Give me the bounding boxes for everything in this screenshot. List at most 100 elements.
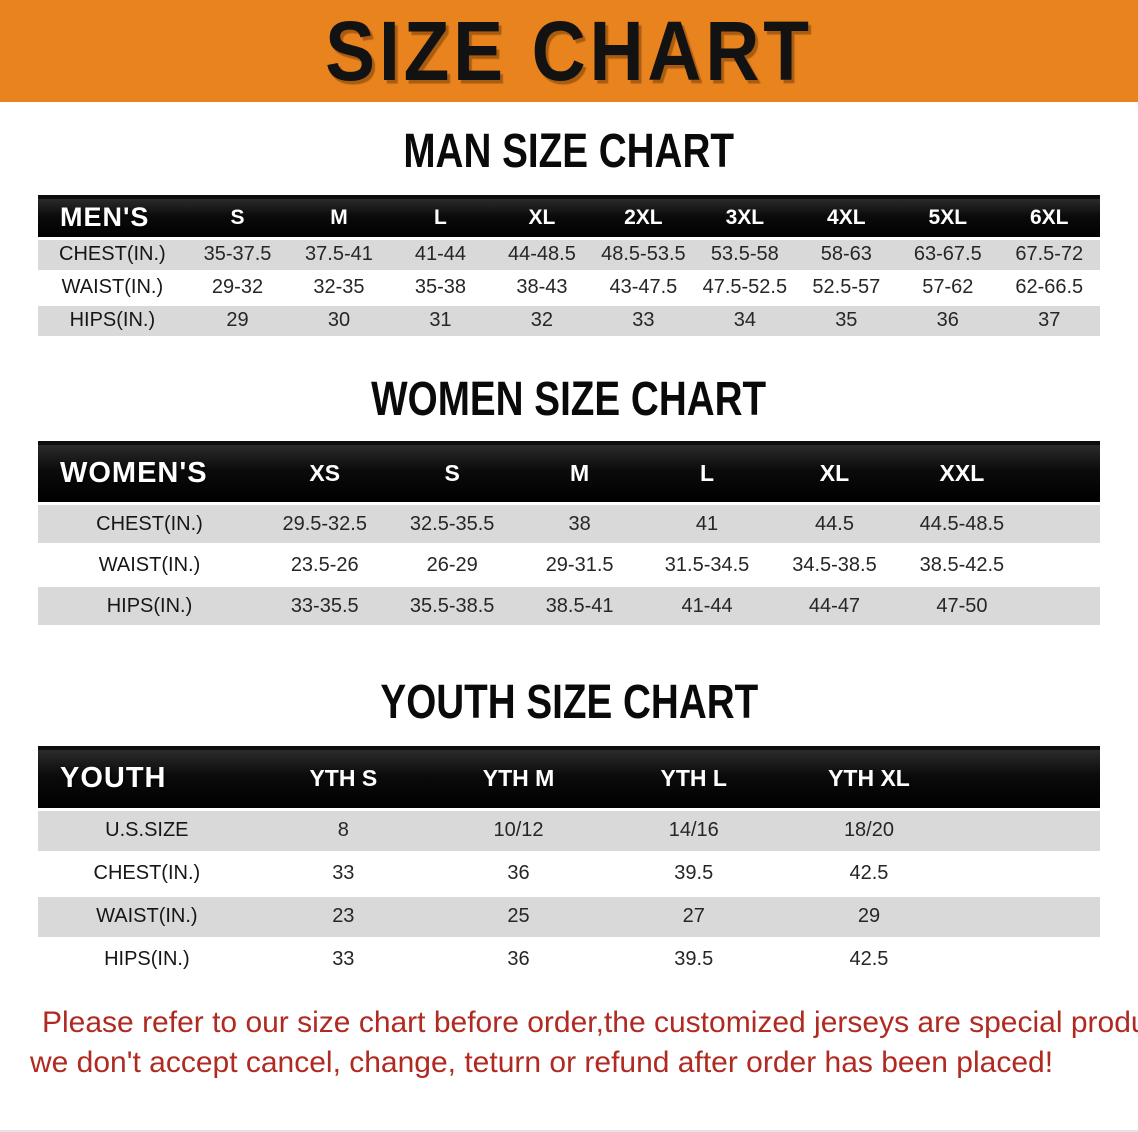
measurement-row: WAIST(IN.) 23 25 27 29 <box>38 895 1100 938</box>
row-label: HIPS(IN.) <box>104 948 190 970</box>
row-filler <box>1026 586 1100 627</box>
size-column-header: S <box>186 197 289 240</box>
measurement-row: WAIST(IN.) 23.5-26 26-29 29-31.5 31.5-34.5 34… <box>38 544 1100 586</box>
row-filler <box>1026 545 1100 586</box>
size-column-header: XS <box>261 442 389 505</box>
size-column-header: YTH S <box>255 748 431 811</box>
size-value: 53.5-58 <box>710 243 779 265</box>
size-value: 38 <box>568 512 591 535</box>
size-value: 32.5-35.5 <box>409 512 495 535</box>
row-label: WAIST(IN.) <box>61 276 164 298</box>
size-column-header: 5XL <box>897 197 999 240</box>
size-value: 39.5 <box>674 948 714 970</box>
size-value: 29.5-32.5 <box>282 512 367 535</box>
row-filler <box>957 852 1100 895</box>
measurement-row: HIPS(IN.) 29 30 31 32 33 34 35 36 37 <box>38 304 1100 337</box>
size-value: 37.5-41 <box>305 243 373 265</box>
size-value: 48.5-53.5 <box>601 243 686 265</box>
youth-size-table: YOUTH YTH S YTH M YTH L YTH XL U.S.SIZE 8 10/12… <box>38 746 1100 983</box>
measurement-row: WAIST(IN.) 29-32 32-35 35-38 38-43 43-47.5 47.… <box>38 271 1100 304</box>
measurement-row: CHEST(IN.) 29.5-32.5 32.5-35.5 38 41 44.5 44.5… <box>38 503 1100 545</box>
header-row: WOMEN'S XS S M L XL XXL <box>38 442 1100 505</box>
size-value: 34 <box>733 309 756 331</box>
size-column-header: XXL <box>898 442 1026 505</box>
row-label: U.S.SIZE <box>105 819 189 841</box>
disclaimer-line-1: Please refer to our size chart before or… <box>42 1005 1138 1039</box>
size-value: 67.5-72 <box>1015 243 1084 265</box>
size-value: 38.5-42.5 <box>919 553 1005 576</box>
row-label: CHEST(IN.) <box>96 512 203 535</box>
size-column-header: S <box>388 442 516 505</box>
table-corner-label: YOUTH <box>38 748 256 811</box>
men-section-heading-text: MAN SIZE CHART <box>403 123 735 178</box>
size-value: 33-35.5 <box>290 594 359 617</box>
size-value: 31 <box>429 309 452 331</box>
row-filler <box>957 895 1100 938</box>
measurement-row: HIPS(IN.) 33-35.5 35.5-38.5 38.5-41 41-44 44-… <box>38 585 1100 627</box>
banner: SIZE CHART <box>0 0 1138 102</box>
size-value: 29-32 <box>211 276 264 298</box>
size-value: 52.5-57 <box>812 276 881 298</box>
size-value: 18/20 <box>843 819 894 841</box>
size-column-header: YTH M <box>430 748 607 811</box>
size-value: 23.5-26 <box>290 553 359 576</box>
size-value: 33 <box>332 862 355 884</box>
table-corner-label: MEN'S <box>38 197 187 240</box>
measurement-row: HIPS(IN.) 33 36 39.5 42.5 <box>38 938 1100 981</box>
header-filler <box>1025 442 1100 505</box>
size-value: 14/16 <box>668 819 719 841</box>
size-column-header: YTH XL <box>781 748 957 811</box>
size-value: 34.5-38.5 <box>792 553 877 576</box>
size-value: 32 <box>530 309 554 331</box>
men-section-heading: MAN SIZE CHART <box>0 124 1138 178</box>
size-value: 42.5 <box>849 948 889 970</box>
row-label: WAIST(IN.) <box>98 553 201 576</box>
women-size-table: WOMEN'S XS S M L XL XXL CHEST(IN.) 29.5-32.5 32.5… <box>38 440 1100 629</box>
size-value: 38-43 <box>516 276 568 298</box>
banner-title: SIZE CHART <box>325 2 813 98</box>
size-column-header: M <box>515 442 644 505</box>
size-value: 27 <box>682 905 705 927</box>
size-column-header: L <box>389 197 492 240</box>
size-value: 47-50 <box>936 594 988 617</box>
youth-section-heading-text: YOUTH SIZE CHART <box>380 674 758 729</box>
disclaimer: Please refer to our size chart before or… <box>0 1003 1138 1083</box>
size-column-header: XL <box>770 442 899 505</box>
size-column-header: 3XL <box>694 197 796 240</box>
table-corner-label: WOMEN'S <box>38 442 262 505</box>
youth-section-heading: YOUTH SIZE CHART <box>0 675 1138 729</box>
size-value: 8 <box>337 819 349 841</box>
header-row: YOUTH YTH S YTH M YTH L YTH XL <box>38 748 1100 811</box>
size-value: 47.5-52.5 <box>702 276 788 298</box>
row-label: HIPS(IN.) <box>106 594 193 617</box>
size-column-header: XL <box>491 197 593 240</box>
size-column-header: M <box>288 197 390 240</box>
size-value: 23 <box>332 905 355 927</box>
size-value: 57-62 <box>922 276 974 298</box>
measurement-row: CHEST(IN.) 33 36 39.5 42.5 <box>38 852 1100 895</box>
size-value: 58-63 <box>820 243 872 265</box>
size-value: 29-31.5 <box>545 553 614 576</box>
size-value: 41-44 <box>414 243 467 265</box>
size-value: 26-29 <box>426 553 478 576</box>
size-value: 39.5 <box>674 862 714 884</box>
women-section-heading-text: WOMEN SIZE CHART <box>371 371 767 425</box>
row-filler <box>1026 504 1100 545</box>
women-section-heading: WOMEN SIZE CHART <box>0 371 1138 425</box>
size-value: 42.5 <box>849 862 889 884</box>
row-label: CHEST(IN.) <box>59 243 166 265</box>
size-value: 30 <box>327 309 351 331</box>
measurement-row: CHEST(IN.) 35-37.5 37.5-41 41-44 44-48.5 48.5… <box>38 238 1100 271</box>
size-value: 44.5 <box>815 512 854 535</box>
row-label: WAIST(IN.) <box>96 905 198 927</box>
size-column-header: 6XL <box>998 197 1100 240</box>
size-value: 38.5-41 <box>545 594 614 617</box>
row-filler <box>957 809 1100 852</box>
size-value: 41-44 <box>681 594 733 617</box>
size-value: 36 <box>936 309 959 331</box>
size-value: 63-67.5 <box>913 243 982 265</box>
section-men: MAN SIZE CHART MEN'S S M L XL 2XL 3XL 4XL 5XL 6XL… <box>0 124 1138 339</box>
size-value: 35-38 <box>414 276 467 298</box>
size-value: 35 <box>835 309 858 331</box>
row-label: HIPS(IN.) <box>69 309 156 331</box>
